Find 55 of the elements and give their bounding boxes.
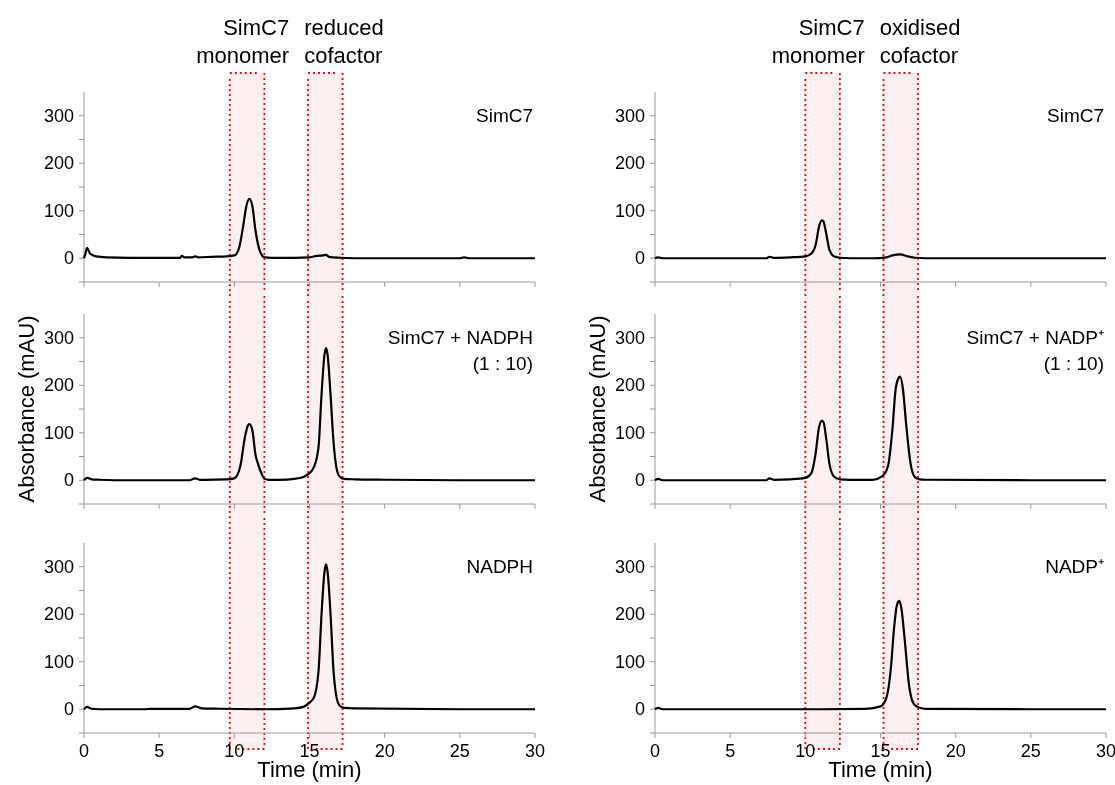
x-tick-label: 5: [154, 741, 165, 761]
y-tick-label: 100: [43, 200, 74, 221]
y-tick-label: 0: [63, 470, 74, 491]
y-tick-label: 200: [614, 604, 645, 625]
y-tick-label: 300: [614, 556, 645, 577]
annotation: SimC7 + NADPH: [387, 327, 533, 348]
y-tick-label: 200: [43, 604, 74, 625]
line-series: [653, 375, 1108, 482]
annotation: NADP⁺: [1045, 556, 1104, 577]
y-tick-label: 0: [634, 248, 645, 269]
y-axis-title: Absorbance (mAU): [14, 315, 39, 503]
y-tick-label: 100: [614, 200, 645, 221]
y-tick-label: 0: [634, 699, 645, 720]
y-tick-label: 100: [43, 422, 74, 443]
y-tick-label: 300: [614, 105, 645, 126]
x-tick-label: 30: [524, 741, 546, 761]
y-tick-label: 100: [614, 651, 645, 672]
x-tick-label: 30: [1095, 741, 1115, 761]
x-tick-label: 20: [374, 741, 395, 761]
y-tick-label: 300: [43, 556, 74, 577]
y-tick-label: 0: [634, 470, 645, 491]
line-series: [653, 219, 1108, 260]
line-series: [82, 347, 537, 482]
y-tick-label: 200: [614, 375, 645, 396]
y-tick-label: 200: [614, 153, 645, 174]
annotation: SimC7: [475, 105, 533, 126]
y-tick-label: 300: [43, 327, 74, 348]
y-tick-label: 0: [63, 699, 74, 720]
y-tick-label: 200: [43, 153, 74, 174]
annotation: NADPH: [466, 556, 533, 577]
y-tick-label: 0: [63, 248, 74, 269]
y-tick-label: 300: [43, 105, 74, 126]
y-tick-label: 200: [43, 375, 74, 396]
band-label: SimC7 monomer: [771, 15, 865, 68]
y-tick-label: 100: [614, 422, 645, 443]
annotation: SimC7 + NADP⁺: [966, 327, 1104, 348]
band-label: reduced cofactor: [304, 15, 384, 68]
x-tick-label: 20: [945, 741, 966, 761]
band-label: SimC7 monomer: [196, 15, 290, 68]
y-tick-label: 100: [43, 651, 74, 672]
band-label: oxidised cofactor: [879, 15, 961, 68]
y-tick-label: 300: [614, 327, 645, 348]
y-axis-title: Absorbance (mAU): [585, 315, 610, 503]
line-series: [82, 197, 537, 260]
x-tick-label: 10: [224, 741, 245, 761]
line-series: [653, 599, 1108, 711]
annotation: (1 : 10): [1043, 353, 1104, 374]
x-tick-label: 25: [449, 741, 470, 761]
annotation: (1 : 10): [472, 353, 533, 374]
x-tick-label: 5: [725, 741, 736, 761]
x-tick-label: 0: [649, 741, 661, 761]
x-tick-label: 10: [795, 741, 816, 761]
annotation: SimC7: [1046, 105, 1104, 126]
x-tick-label: 0: [78, 741, 90, 761]
x-tick-label: 25: [1020, 741, 1041, 761]
